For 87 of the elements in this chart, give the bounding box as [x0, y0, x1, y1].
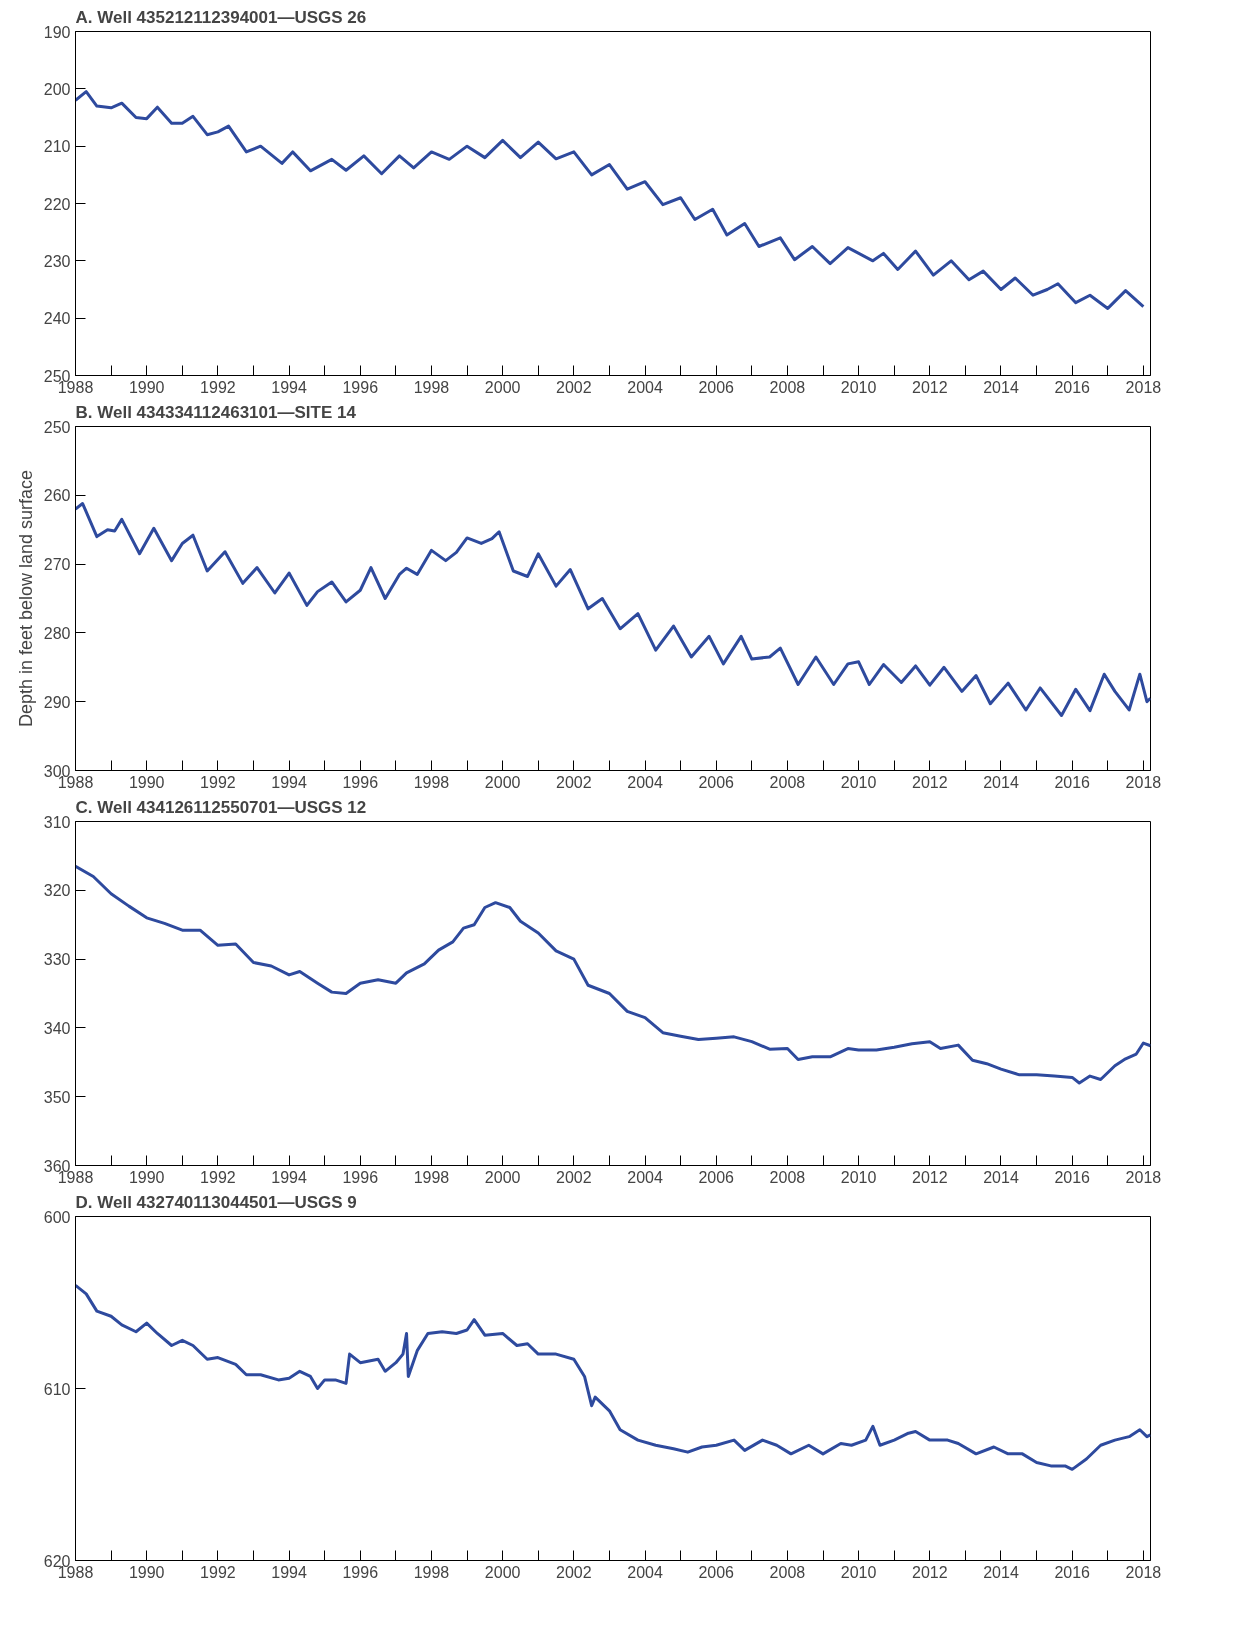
x-tick-label: 2018	[1125, 1168, 1162, 1186]
x-tick-label: 1998	[413, 1168, 450, 1186]
y-tick-label: 210	[43, 138, 71, 156]
x-tick-label: 1990	[128, 1563, 165, 1581]
y-tick-label: 330	[43, 951, 71, 969]
line-series	[75, 502, 1151, 717]
x-tick-label: 1994	[271, 1168, 307, 1186]
x-tick-label: 2010	[840, 1168, 877, 1186]
y-tick-label: 600	[43, 1208, 71, 1226]
x-tick-label: 2002	[556, 1563, 592, 1581]
x-tick-label: 2010	[840, 378, 877, 396]
x-tick-label: 2002	[556, 1168, 592, 1186]
x-tick-label: 1996	[342, 378, 379, 396]
x-tick-label: 2008	[769, 773, 806, 791]
y-tick-label: 240	[43, 310, 71, 328]
x-tick-label: 1992	[200, 378, 236, 396]
x-tick-label: 1994	[271, 378, 307, 396]
x-tick-label: 2014	[983, 1563, 1019, 1581]
x-tick-label: 2000	[484, 1168, 521, 1186]
x-tick-label: 2012	[912, 1168, 948, 1186]
x-tick-label: 1992	[200, 1563, 236, 1581]
x-tick-label: 2006	[698, 1563, 735, 1581]
x-tick-label: 2010	[840, 1563, 877, 1581]
x-tick-label: 1992	[200, 1168, 236, 1186]
x-tick-label: 1996	[342, 1563, 379, 1581]
x-tick-label: 2002	[556, 378, 592, 396]
x-tick-label: 2008	[769, 1168, 806, 1186]
x-tick-label: 1990	[128, 773, 165, 791]
y-tick-label: 290	[43, 693, 71, 711]
y-tick-label: 340	[43, 1019, 71, 1037]
x-tick-label: 2000	[484, 1563, 521, 1581]
y-tick-label: 190	[43, 23, 71, 41]
x-tick-label: 2014	[983, 773, 1019, 791]
x-tick-label: 2008	[769, 1563, 806, 1581]
x-tick-label: 2012	[912, 1563, 948, 1581]
x-tick-label: 2004	[627, 1563, 663, 1581]
x-tick-label: 2016	[1054, 1563, 1091, 1581]
y-tick-label: 220	[43, 195, 71, 213]
x-tick-label: 2016	[1054, 378, 1091, 396]
x-tick-label: 1994	[271, 773, 307, 791]
x-tick-label: 2000	[484, 773, 521, 791]
x-tick-label: 2000	[484, 378, 521, 396]
x-tick-label: 1996	[342, 773, 379, 791]
x-tick-label: 2004	[627, 773, 663, 791]
x-tick-label: 1998	[413, 1563, 450, 1581]
chart-title: C. Well 434126112550701—USGS 12	[75, 797, 367, 817]
chart-title: B. Well 434334112463101—SITE 14	[75, 402, 357, 422]
x-tick-label: 2018	[1125, 378, 1162, 396]
y-tick-label: 270	[43, 556, 71, 574]
x-tick-label: 1998	[413, 378, 450, 396]
x-tick-label: 2004	[627, 1168, 663, 1186]
y-tick-label: 280	[43, 624, 71, 642]
x-tick-label: 2006	[698, 378, 735, 396]
y-tick-label: 260	[43, 487, 71, 505]
x-tick-label: 2010	[840, 773, 877, 791]
x-tick-label: 2018	[1125, 1563, 1162, 1581]
x-tick-label: 2018	[1125, 773, 1162, 791]
x-tick-label: 2014	[983, 1168, 1019, 1186]
chart-title: D. Well 432740113044501—USGS 9	[75, 1192, 357, 1212]
y-axis-title: Depth in feet below land surface	[15, 469, 36, 728]
x-tick-label: 1990	[128, 1168, 165, 1186]
x-tick-label: 1992	[200, 773, 236, 791]
y-tick-label: 350	[43, 1088, 71, 1106]
y-tick-label: 230	[43, 252, 71, 270]
x-tick-label: 2008	[769, 378, 806, 396]
x-tick-label: 2006	[698, 773, 735, 791]
y-tick-label: 200	[43, 80, 71, 98]
chart-title: A. Well 435212112394001—USGS 26	[75, 7, 367, 27]
y-tick-label: 250	[43, 418, 71, 436]
x-tick-label: 2006	[698, 1168, 735, 1186]
x-tick-label: 2012	[912, 773, 948, 791]
line-series	[75, 1283, 1151, 1471]
x-tick-label: 1998	[413, 773, 450, 791]
x-tick-label: 1994	[271, 1563, 307, 1581]
line-series	[75, 864, 1151, 1085]
x-tick-label: 2016	[1054, 1168, 1091, 1186]
x-tick-label: 2016	[1054, 773, 1091, 791]
y-tick-label: 310	[43, 813, 71, 831]
x-tick-label: 2014	[983, 378, 1019, 396]
y-tick-label: 320	[43, 882, 71, 900]
x-tick-label: 1996	[342, 1168, 379, 1186]
x-tick-label: 2012	[912, 378, 948, 396]
x-tick-label: 2004	[627, 378, 663, 396]
y-tick-label: 610	[43, 1380, 71, 1398]
x-tick-label: 2002	[556, 773, 592, 791]
x-tick-label: 1990	[128, 378, 165, 396]
line-series	[75, 90, 1145, 310]
